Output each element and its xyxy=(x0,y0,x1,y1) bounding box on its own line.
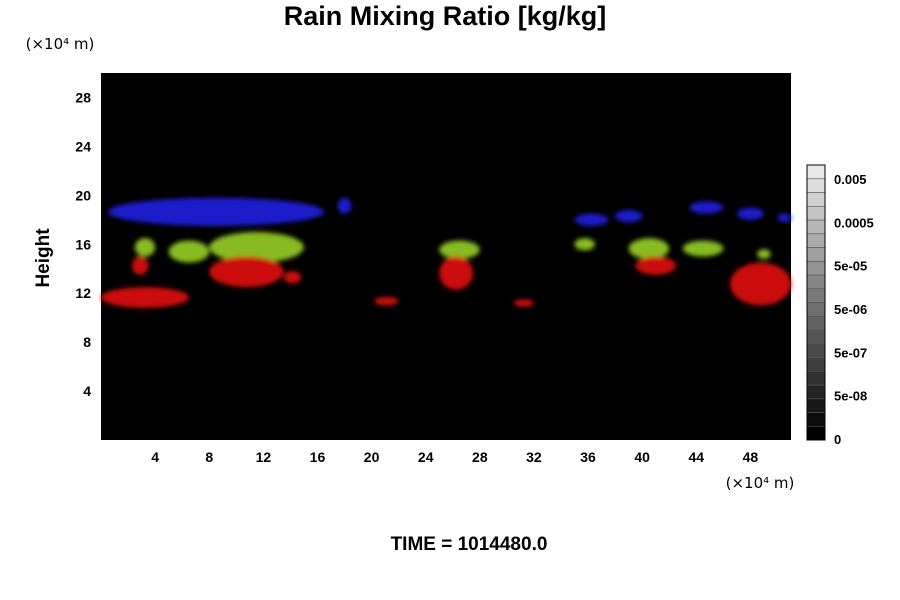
rain-region-2-4 xyxy=(374,296,399,306)
colorbar-band xyxy=(806,370,826,386)
rain-region-2-7 xyxy=(635,256,676,275)
colorbar-band xyxy=(806,219,826,235)
colorbar-band xyxy=(806,192,826,207)
colorbar-band xyxy=(806,412,826,427)
colorbar-band xyxy=(806,288,826,303)
y-tick-label: 28 xyxy=(75,89,91,105)
colorbar-band xyxy=(806,164,826,180)
x-tick-label: 20 xyxy=(364,449,380,465)
x-tick-label: 8 xyxy=(205,449,213,465)
chart-title: Rain Mixing Ratio [kg/kg] xyxy=(284,1,607,31)
rain-region-2-1 xyxy=(132,256,149,275)
y-tick-label: 8 xyxy=(83,334,91,350)
x-axis-unit: (×10⁴ m) xyxy=(726,474,795,492)
colorbar-band xyxy=(806,329,826,345)
rain-region-2-8 xyxy=(730,262,791,306)
rain-region-1-3 xyxy=(439,240,480,259)
rain-region-1-4 xyxy=(574,238,595,251)
colorbar-band xyxy=(806,247,826,262)
x-tick-label: 48 xyxy=(743,449,759,465)
rain-region-1-5 xyxy=(628,238,670,259)
colorbar-labels: 0.005 0.0005 5e-05 5e-06 5e-07 5e-08 0 xyxy=(834,172,874,447)
colorbar-label: 5e-08 xyxy=(834,389,867,404)
y-tick-label: 16 xyxy=(75,236,91,252)
y-tick-label: 24 xyxy=(75,138,91,154)
colorbar-band xyxy=(806,343,826,358)
rain-region-0-1 xyxy=(337,197,352,214)
colorbar-frame xyxy=(806,164,826,441)
rain-region-1-7 xyxy=(757,249,771,259)
rain-region-0-0 xyxy=(107,197,325,226)
y-axis-unit: (×10⁴ m) xyxy=(26,35,95,53)
colorbar-band xyxy=(806,357,826,372)
x-tick-label: 12 xyxy=(256,449,272,465)
colorbar-label: 5e-05 xyxy=(834,259,867,274)
colorbar-label: 5e-07 xyxy=(834,345,867,360)
rain-region-1-6 xyxy=(682,240,724,257)
rain-region-0-5 xyxy=(736,207,764,220)
y-axis-ticks: 4 8 12 16 20 24 28 xyxy=(75,89,91,399)
y-tick-label: 4 xyxy=(83,383,91,399)
rain-region-2-5 xyxy=(439,256,474,290)
colorbar-band xyxy=(806,425,826,441)
colorbar xyxy=(806,164,826,441)
rain-region-2-3 xyxy=(283,271,302,284)
colorbar-label: 0 xyxy=(834,432,841,447)
colorbar-band xyxy=(806,274,826,290)
x-tick-label: 36 xyxy=(580,449,596,465)
x-tick-label: 4 xyxy=(151,449,159,465)
colorbar-label: 0.005 xyxy=(834,172,867,187)
colorbar-label: 0.0005 xyxy=(834,215,874,230)
x-axis-ticks: 4 8 12 16 20 24 28 32 36 40 44 48 xyxy=(151,449,758,465)
rain-region-1-0 xyxy=(134,238,156,257)
colorbar-band xyxy=(806,302,826,317)
x-tick-label: 32 xyxy=(526,449,542,465)
x-tick-label: 16 xyxy=(310,449,326,465)
rain-region-2-2 xyxy=(209,256,284,288)
rain-region-0-4 xyxy=(689,201,724,214)
rain-region-0-3 xyxy=(615,210,643,223)
y-tick-label: 20 xyxy=(75,187,91,203)
x-tick-label: 24 xyxy=(418,449,434,465)
rain-field-layer xyxy=(100,197,791,308)
rain-region-2-0 xyxy=(100,287,189,308)
rain-region-0-6 xyxy=(777,213,791,223)
colorbar-label: 5e-06 xyxy=(834,302,867,317)
y-axis-label: Height xyxy=(33,228,54,288)
x-tick-label: 28 xyxy=(472,449,488,465)
rain-region-1-1 xyxy=(168,240,210,263)
x-tick-label: 44 xyxy=(689,449,705,465)
colorbar-band xyxy=(806,315,826,331)
rain-region-2-6 xyxy=(513,299,534,307)
colorbar-band xyxy=(806,205,826,221)
colorbar-band xyxy=(806,398,826,413)
y-tick-label: 12 xyxy=(75,285,91,301)
colorbar-band xyxy=(806,178,826,193)
colorbar-band xyxy=(806,233,826,248)
time-label: TIME = 1014480.0 xyxy=(391,534,548,555)
rain-region-1-2 xyxy=(209,232,304,263)
x-tick-label: 40 xyxy=(634,449,650,465)
colorbar-band xyxy=(806,260,826,276)
rain-region-0-2 xyxy=(574,213,609,226)
colorbar-band xyxy=(806,384,826,400)
